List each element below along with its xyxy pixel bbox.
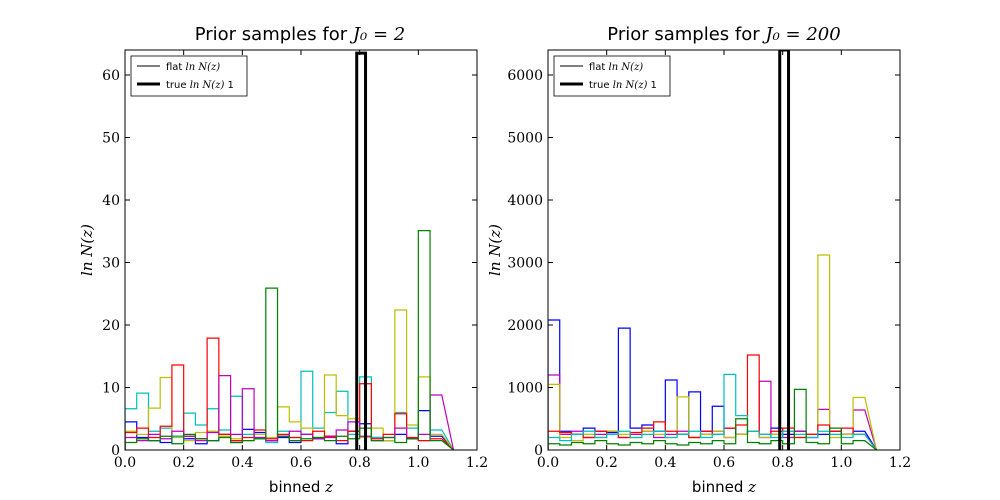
left-chart-title: Prior samples for J₀ = 2	[195, 24, 406, 45]
right-x-ticks: 0.0 0.2 0.4 0.6 0.8 1.0 1.2	[537, 50, 911, 471]
right-title-math: J₀ = 200	[761, 24, 840, 45]
left-ytick-label-3: 30	[102, 256, 120, 272]
left-title-math: J₀ = 2	[349, 24, 405, 45]
left-xtick-label-4: 0.8	[349, 455, 371, 471]
right-y-ticks: 0 1000 2000 3000 4000 5000 6000	[507, 68, 900, 459]
right-ytick-label-0: 0	[534, 443, 543, 459]
right-xlabel-text: binned	[692, 478, 743, 496]
right-xtick-label-2: 0.4	[654, 455, 676, 471]
left-y-ticks: 0 10 20 30 40 50 60	[102, 68, 477, 459]
right-xlabel-math: z	[747, 478, 756, 496]
right-y-axis-label: ln N(z)	[486, 224, 504, 276]
left-ytick-label-0: 0	[111, 443, 120, 459]
left-series-5-histogram	[125, 230, 454, 450]
right-series-group	[548, 50, 878, 450]
right-series-4-histogram	[548, 373, 878, 450]
left-xtick-label-6: 1.2	[466, 455, 488, 471]
left-y-axis-label: ln N(z)	[78, 224, 96, 276]
left-ytick-label-1: 10	[102, 381, 120, 397]
right-ytick-label-3: 3000	[507, 256, 543, 272]
left-x-axis-label: binned z	[269, 478, 333, 496]
right-ytick-label-1: 1000	[507, 381, 543, 397]
right-chart: Prior samples for J₀ = 200 0 1000 2000 3000…	[486, 24, 911, 496]
left-xtick-label-1: 0.2	[173, 455, 195, 471]
right-plot-frame	[547, 49, 901, 451]
left-x-ticks: 0.0 0.2 0.4 0.6 0.8 1.0 1.2	[114, 50, 488, 471]
left-series-2-histogram	[125, 309, 455, 450]
left-plot-frame	[124, 49, 478, 451]
right-legend-box	[553, 55, 671, 97]
right-x-axis-label: binned z	[692, 478, 756, 496]
left-xtick-label-3: 0.6	[290, 455, 312, 471]
left-series-3-histogram	[125, 337, 454, 450]
right-legend-flat-label: flat ln N(z)	[589, 62, 643, 73]
right-xtick-label-3: 0.6	[713, 455, 735, 471]
left-ytick-label-6: 60	[102, 68, 120, 84]
left-legend-box	[130, 55, 248, 97]
left-true-histogram	[355, 51, 368, 450]
right-legend-true-label: true ln N(z) 1	[589, 80, 657, 91]
right-xtick-label-1: 0.2	[596, 455, 618, 471]
left-xtick-label-5: 1.0	[407, 455, 429, 471]
right-title-text: Prior samples for	[607, 24, 760, 45]
left-xlabel-text: binned	[269, 478, 320, 496]
right-ytick-label-6: 6000	[507, 68, 543, 84]
left-legend: flat ln N(z) true ln N(z) 1	[130, 55, 248, 97]
right-xtick-label-4: 0.8	[772, 455, 794, 471]
left-legend-true-label: true ln N(z) 1	[166, 80, 234, 91]
right-legend: flat ln N(z) true ln N(z) 1	[553, 55, 671, 97]
left-series-group	[125, 51, 455, 450]
right-ytick-label-2: 2000	[507, 318, 543, 334]
left-ytick-label-2: 20	[102, 318, 120, 334]
left-xtick-label-0: 0.0	[114, 455, 136, 471]
left-xtick-label-2: 0.4	[231, 455, 253, 471]
right-ytick-label-4: 4000	[507, 193, 543, 209]
right-true-histogram	[778, 50, 791, 450]
right-ytick-label-5: 5000	[507, 131, 543, 147]
right-series-5-histogram	[548, 388, 877, 450]
left-legend-flat-label: flat ln N(z)	[166, 62, 220, 73]
left-xlabel-math: z	[324, 478, 333, 496]
left-title-text: Prior samples for	[195, 24, 348, 45]
right-xtick-label-6: 1.2	[889, 455, 911, 471]
right-series-3-histogram	[548, 354, 878, 450]
left-ytick-label-5: 50	[102, 131, 120, 147]
right-chart-title: Prior samples for J₀ = 200	[607, 24, 840, 45]
right-xtick-label-5: 1.0	[830, 455, 852, 471]
left-chart: Prior samples for J₀ = 2 0 10 20 30 40 50 60 0…	[78, 24, 488, 496]
right-xtick-label-0: 0.0	[537, 455, 559, 471]
left-ytick-label-4: 40	[102, 193, 120, 209]
